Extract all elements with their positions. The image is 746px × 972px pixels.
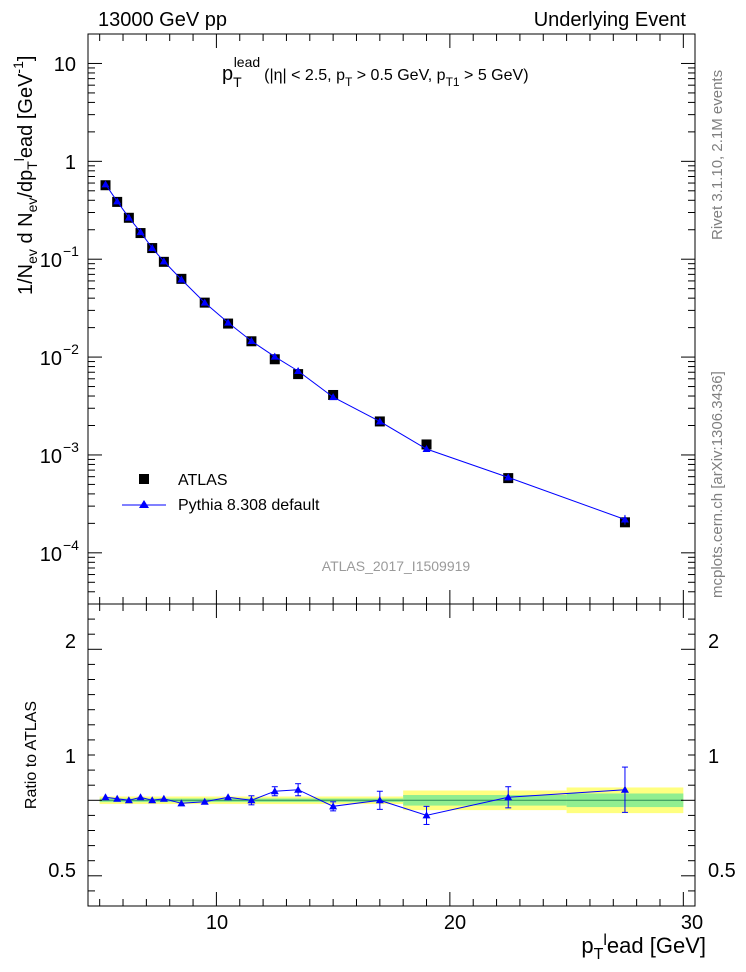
mc-point: [159, 257, 168, 265]
mcplots-label: mcplots.cern.ch [arXiv:1306.3436]: [709, 371, 726, 598]
mc-point: [124, 213, 133, 221]
ratio-mc-point: [177, 799, 186, 807]
mc-point: [177, 275, 186, 283]
y-tick-label-exp: −1: [63, 243, 79, 259]
ratio-mc-point: [247, 796, 256, 804]
x-tick-label: 30: [681, 912, 703, 934]
mc-point: [247, 336, 256, 344]
ratio-y-tick-label: 2: [65, 631, 76, 653]
legend-data-label: ATLAS: [178, 472, 228, 489]
header-right: Underlying Event: [534, 9, 687, 31]
mc-point: [148, 244, 157, 252]
y-tick-label: 10: [40, 446, 62, 468]
analysis-id: ATLAS_2017_I1509919: [322, 558, 471, 574]
mc-point: [504, 473, 513, 481]
mc-point: [200, 298, 209, 306]
ratio-mc-point: [270, 787, 279, 795]
mc-point: [294, 367, 303, 375]
ratio-mc-point: [136, 793, 145, 801]
ratio-mc-point: [101, 793, 110, 801]
x-axis-title: pTlead [GeV]: [581, 932, 706, 963]
y-tick-label: 10: [40, 250, 62, 272]
legend-mc-marker: [139, 500, 149, 508]
ratio-y-tick-label-right: 2: [708, 631, 719, 653]
y-tick-label: 1: [65, 152, 76, 174]
ratio-mc-point: [620, 785, 629, 793]
y-tick-label-exp: −2: [63, 341, 79, 357]
mc-point: [375, 417, 384, 425]
legend: ATLAS Pythia 8.308 default: [122, 472, 320, 514]
main-mc-series: [101, 180, 629, 525]
ratio-y-tick-labels: 2 1 0.5 2 1 0.5: [48, 631, 736, 882]
mc-point: [422, 445, 431, 453]
mc-point: [101, 180, 110, 188]
y-tick-label: 10: [40, 544, 62, 566]
x-axis-ticks: [99, 34, 684, 906]
mc-point: [270, 352, 279, 360]
ratio-mc-point: [124, 796, 133, 804]
header-left: 13000 GeV pp: [98, 9, 227, 31]
legend-mc-label: Pythia 8.308 default: [178, 497, 320, 514]
ratio-y-tick-label-right: 1: [708, 746, 719, 768]
mc-point: [620, 515, 629, 523]
ratio-mc-point: [504, 793, 513, 801]
ratio-y-tick-label: 0.5: [48, 860, 76, 882]
ratio-plot-frame: [87, 603, 696, 907]
y-tick-label: 10: [54, 54, 76, 76]
ratio-mc-point: [113, 794, 122, 802]
ratio-mc-point: [159, 794, 168, 802]
mc-line: [105, 184, 626, 520]
ratio-y-axis-title: Ratio to ATLAS: [23, 701, 40, 809]
mc-point: [329, 393, 338, 401]
ratio-mc-point: [294, 785, 303, 793]
main-y-tick-labels: 10 1 10 −1 10 −2 10 −3 10 −4: [40, 54, 79, 566]
mc-point: [136, 228, 145, 236]
legend-data-marker: [139, 474, 149, 484]
ratio-mc-point: [148, 796, 157, 804]
main-y-axis-title: 1/Nev d Nev/dpTlead [GeV-1]: [10, 56, 40, 295]
atlas-data-point: [293, 369, 304, 380]
y-tick-label-exp: −3: [63, 439, 79, 455]
mc-point: [224, 318, 233, 326]
y-tick-label-exp: −4: [63, 537, 79, 553]
main-y-axis-ticks: [88, 33, 695, 605]
ratio-mc-point: [375, 796, 384, 804]
y-tick-label: 10: [40, 348, 62, 370]
main-plot-frame: [87, 33, 696, 605]
ratio-mc-series: [101, 766, 629, 825]
ratio-y-tick-label: 1: [65, 746, 76, 768]
ratio-y-tick-label-right: 0.5: [708, 860, 736, 882]
ratio-y-axis-ticks: [88, 618, 695, 892]
ratio-mc-point: [422, 811, 431, 819]
ratio-mc-point: [224, 793, 233, 801]
ratio-mc-point: [200, 797, 209, 805]
mc-point: [113, 197, 122, 205]
x-tick-label: 20: [444, 912, 466, 934]
rivet-label: Rivet 3.1.10, 2.1M events: [709, 70, 726, 240]
ratio-mc-point: [329, 802, 338, 810]
atlas-data-point: [421, 439, 432, 450]
plot-label: pTlead(|η| < 2.5, pT > 0.5 GeV, pT1 > 5 …: [222, 54, 529, 90]
x-tick-labels: 10 20 30: [206, 912, 703, 934]
x-tick-label: 10: [206, 912, 228, 934]
